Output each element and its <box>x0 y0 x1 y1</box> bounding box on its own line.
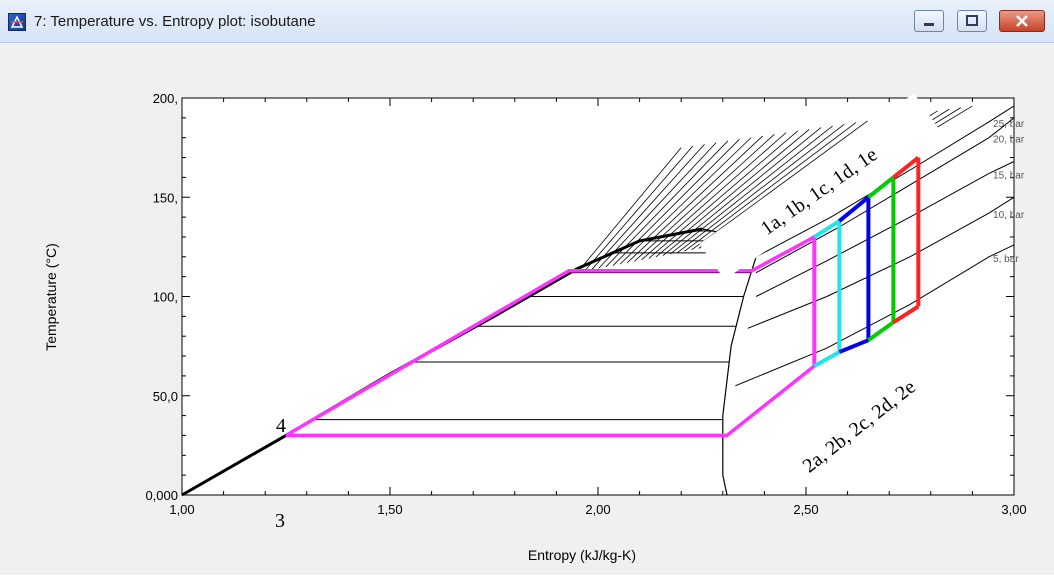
y-tick-label: 150, <box>153 190 178 205</box>
property-isoline <box>634 133 775 262</box>
x-tick-label: 1,50 <box>377 502 402 517</box>
isobar-line <box>735 244 1015 387</box>
property-isoline <box>627 135 764 263</box>
property-isoline <box>584 145 694 272</box>
property-isoline <box>648 130 798 259</box>
x-tick-label: 2,50 <box>793 502 818 517</box>
property-isoline <box>662 127 822 256</box>
property-isoline <box>591 144 705 271</box>
superheat-segment <box>838 195 870 223</box>
isobar-line <box>755 117 1015 274</box>
desuperheat-segment <box>813 350 841 368</box>
x-axis-label: Entropy (kJ/kg-K) <box>528 547 636 563</box>
isobar-label: 25, bar <box>993 119 1025 130</box>
x-tick-label: 3,00 <box>1001 502 1026 517</box>
annotation-background <box>699 93 940 280</box>
y-axis-label: Temperature (°C) <box>43 243 59 351</box>
property-isoline <box>576 147 682 273</box>
state-3-label: 3 <box>275 510 285 532</box>
isobar-label: 10, bar <box>993 210 1025 221</box>
state-4-label: 4 <box>276 415 286 437</box>
isobar-line <box>755 105 1015 258</box>
minimize-button[interactable] <box>914 10 944 32</box>
app-glyph <box>10 15 24 28</box>
ts-chart[interactable]: 1,00 1,50 2,00 2,50 3,00 0,000 50,0 100, 150, 20… <box>0 42 1054 575</box>
property-isoline <box>641 132 787 261</box>
x-tick-label: 2,00 <box>585 502 610 517</box>
property-isoline <box>669 125 833 255</box>
superheat-segment <box>892 155 920 179</box>
property-isoline <box>619 137 752 265</box>
app-icon[interactable] <box>8 13 26 31</box>
y-tick-label: 0,000 <box>145 488 178 503</box>
superheat-segment <box>867 175 895 199</box>
close-icon <box>1016 15 1028 27</box>
isobar-label: 5, bar <box>993 254 1019 265</box>
y-tick-label: 100, <box>153 290 178 305</box>
window-title: 7: Temperature vs. Entropy plot: isobuta… <box>34 13 316 30</box>
isobar-label: 15, bar <box>993 170 1025 181</box>
property-isoline <box>691 120 868 251</box>
close-button[interactable] <box>999 10 1045 32</box>
minimize-icon <box>924 23 934 26</box>
isobar-line <box>755 161 1015 297</box>
property-isoline <box>677 123 845 253</box>
property-isoline <box>598 142 717 269</box>
property-isoline <box>684 122 857 252</box>
maximize-icon <box>966 15 978 26</box>
plot-area: 1,00 1,50 2,00 2,50 3,00 0,000 50,0 100, 150, 20… <box>0 42 1054 575</box>
desuperheat-segment <box>838 338 870 354</box>
maximize-button[interactable] <box>957 10 987 32</box>
title-bar[interactable]: 7: Temperature vs. Entropy plot: isobuta… <box>0 0 1054 43</box>
y-tick-label: 50,0 <box>153 389 178 404</box>
property-isoline <box>655 128 810 258</box>
superheat-segment <box>813 219 841 239</box>
isobar-line <box>747 196 1015 329</box>
desuperheat-segment <box>867 320 895 342</box>
isobar-label: 20, bar <box>993 135 1025 146</box>
desuperheat-segment <box>892 304 920 324</box>
y-tick-label: 200, <box>153 91 178 106</box>
x-tick-label: 1,00 <box>169 502 194 517</box>
